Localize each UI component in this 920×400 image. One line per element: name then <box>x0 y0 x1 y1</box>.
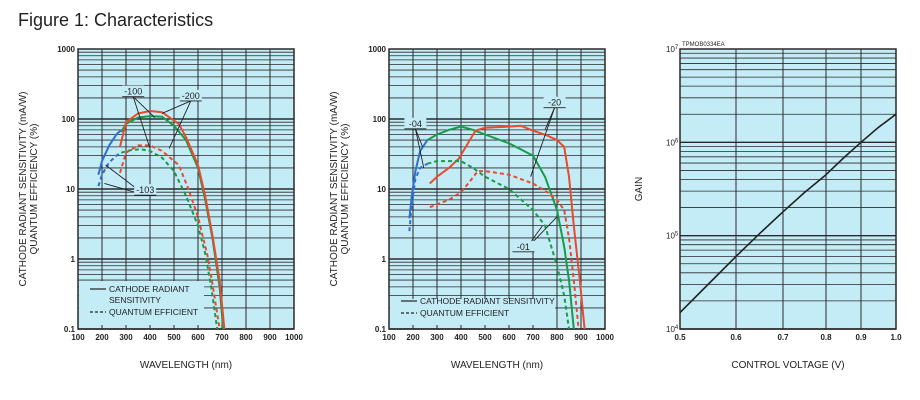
x-tick-label: 800 <box>550 333 564 342</box>
y-tick-label: 100 <box>373 115 387 124</box>
x-tick-label: 800 <box>239 333 253 342</box>
chart-3: 0.5 0.6 0.7 0.8 0.9 1.0 104 105 106 107 TPMOB0334E… <box>634 42 902 371</box>
x-tick-label: 400 <box>143 333 157 342</box>
x-tick-label: 700 <box>215 333 229 342</box>
x-tick-label: 300 <box>119 333 133 342</box>
x-tick-label: 0.6 <box>730 333 742 342</box>
x-tick-label: 200 <box>95 333 109 342</box>
figure-title: Figure 1: Characteristics <box>18 10 214 30</box>
annotation-label: -01 <box>517 242 530 252</box>
annotation-bg <box>134 184 157 196</box>
chart-2: 100 200 300 400 500 600 700 800 900 1000 0.1 1 10 100… <box>329 45 614 371</box>
x-tick-label: 1000 <box>285 333 303 342</box>
y-axis-label: QUANTUM EFFICIENCY (%) <box>340 124 351 255</box>
series-line--103-quantum-efficiency <box>97 151 122 187</box>
chart-1: 100 200 300 400 500 600 700 800 900 1000 0.1 1 10 100… <box>18 45 303 371</box>
annotation-bg <box>512 240 535 252</box>
x-axis-label: WAVELENGTH (nm) <box>451 360 543 371</box>
y-axis-label: CATHODE RADIANT SENSITIVITY (mA/W) <box>18 91 29 286</box>
series-line--100-quantum-efficiency <box>120 148 219 330</box>
annotation-bg <box>179 89 202 101</box>
corner-label: TPMOB0334EA <box>682 42 725 48</box>
x-tick-label: 1000 <box>596 333 614 342</box>
legend-box <box>390 299 555 325</box>
leader-line <box>414 128 424 148</box>
y-axis-label: CATHODE RADIANT SENSITIVITY (mA/W) <box>329 91 340 286</box>
y-tick-label: 10 <box>377 185 386 194</box>
legend-label: SENSITIVITY <box>109 295 161 305</box>
series-line--103-radiant-sensitivity <box>97 129 122 175</box>
x-tick-label: 400 <box>454 333 468 342</box>
y-tick-label: 0.1 <box>375 325 387 334</box>
annotation-label: -103 <box>136 185 154 195</box>
x-tick-label: 500 <box>167 333 181 342</box>
annotation-label: -20 <box>548 98 561 108</box>
y-axis-label: GAIN <box>634 177 645 201</box>
legend-label: QUANTUM EFFICIENT <box>420 308 509 318</box>
legend-box <box>79 281 204 325</box>
x-tick-label: 900 <box>263 333 277 342</box>
plot-area <box>679 48 897 330</box>
x-tick-label: 0.9 <box>855 333 867 342</box>
leader-line <box>414 128 425 169</box>
x-tick-label: 100 <box>382 333 396 342</box>
series-line--20-quantum-efficiency <box>429 170 580 330</box>
x-tick-label: 0.5 <box>674 333 686 342</box>
annotation-label: -100 <box>124 87 142 97</box>
series-line--200-quantum-efficiency <box>119 144 221 330</box>
y-tick-label: 0.1 <box>64 325 76 334</box>
y-tick-label: 105 <box>666 232 679 241</box>
x-tick-label: 0.8 <box>820 333 832 342</box>
y-tick-label: 104 <box>666 325 679 334</box>
annotation-bg <box>543 96 566 108</box>
y-tick-label: 1000 <box>368 45 386 54</box>
x-tick-label: 900 <box>574 333 588 342</box>
leader-line <box>168 100 192 149</box>
legend-label: CATHODE RADIANT <box>109 284 190 294</box>
legend-label: CATHODE RADIANT SENSITIVITY <box>420 296 555 306</box>
x-tick-label: 500 <box>478 333 492 342</box>
x-axis-label: WAVELENGTH (nm) <box>140 360 232 371</box>
x-axis-label: CONTROL VOLTAGE (V) <box>731 360 844 371</box>
y-tick-label: 1 <box>71 255 76 264</box>
leader-line <box>161 100 191 114</box>
x-tick-label: 1.0 <box>890 333 902 342</box>
series-line--01-radiant-sensitivity <box>426 125 575 330</box>
y-tick-label: 107 <box>666 45 679 54</box>
x-tick-label: 600 <box>502 333 516 342</box>
x-tick-label: 300 <box>430 333 444 342</box>
leader-line <box>132 96 151 149</box>
annotation-bg <box>122 85 145 97</box>
y-tick-label: 106 <box>666 138 679 147</box>
leader-line <box>530 107 556 177</box>
annotation-bg <box>404 117 427 129</box>
x-tick-label: 100 <box>71 333 85 342</box>
leader-line <box>132 96 156 118</box>
series-line-gain <box>679 113 897 314</box>
x-tick-label: 600 <box>191 333 205 342</box>
x-tick-label: 0.7 <box>777 333 789 342</box>
annotation-label: -04 <box>409 119 422 129</box>
annotation-label: -200 <box>182 91 200 101</box>
y-tick-label: 1 <box>382 255 387 264</box>
legend-label: QUANTUM EFFICIENT <box>109 307 198 317</box>
y-axis-label: QUANTUM EFFICIENCY (%) <box>29 124 40 255</box>
y-tick-label: 1000 <box>57 45 75 54</box>
series-line--04-radiant-sensitivity <box>408 139 429 219</box>
y-tick-label: 10 <box>66 185 75 194</box>
series-line--04-quantum-efficiency <box>408 162 428 232</box>
x-tick-label: 700 <box>526 333 540 342</box>
y-tick-label: 100 <box>62 115 76 124</box>
series-line--200-radiant-sensitivity <box>119 110 226 330</box>
x-tick-label: 200 <box>406 333 420 342</box>
